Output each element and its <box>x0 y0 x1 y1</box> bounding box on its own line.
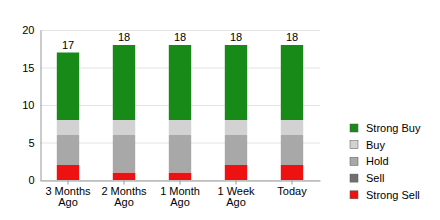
x-axis: 3 MonthsAgo 2 MonthsAgo 1 MonthAgo 1 WeekAg… <box>41 181 321 209</box>
bar-segment <box>169 173 191 181</box>
legend-label: Buy <box>366 139 385 151</box>
legend-swatch <box>350 174 358 182</box>
bar-segment <box>113 135 135 173</box>
x-tick: 3 MonthsAgo <box>45 181 91 209</box>
bar-segment <box>57 135 79 165</box>
x-tick-mark <box>68 181 69 185</box>
bar-segment <box>281 165 303 180</box>
x-tick-label: 1 MonthAgo <box>160 185 200 208</box>
y-tick: 10 <box>22 99 40 111</box>
legend-label: Sell <box>366 172 384 184</box>
bar-segment <box>225 165 247 180</box>
bar-segment <box>169 120 191 135</box>
bar-segment <box>281 135 303 165</box>
legend-item: Strong Buy <box>350 122 421 134</box>
x-tick-label: 1 WeekAgo <box>217 185 255 208</box>
y-axis-line <box>41 31 42 181</box>
total-label: 18 <box>118 31 130 43</box>
x-tick-label: 2 MonthsAgo <box>101 185 147 208</box>
series <box>57 135 303 173</box>
x-tick-mark <box>292 181 293 185</box>
y-tick-label: 0 <box>28 174 34 186</box>
y-tick-label: 20 <box>22 24 34 36</box>
y-tick: 20 <box>22 24 40 36</box>
x-tick: 1 WeekAgo <box>217 181 255 209</box>
y-tick: 0 <box>28 174 40 186</box>
y-axis: 0 5 10 15 20 <box>22 24 41 186</box>
legend-swatch <box>350 124 358 132</box>
legend-item: Buy <box>350 139 385 151</box>
x-tick-label: 3 MonthsAgo <box>45 185 91 208</box>
y-tick-label: 10 <box>22 99 34 111</box>
legend-label: Strong Sell <box>366 189 420 201</box>
x-tick: Today <box>277 181 307 198</box>
series <box>57 120 303 135</box>
x-tick: 2 MonthsAgo <box>101 181 147 209</box>
chart: 17 18 18 18 18 0 5 10 15 20 3 MonthsAgo 2 MonthsAgo… <box>0 0 440 220</box>
total-label: 18 <box>286 31 298 43</box>
x-tick: 1 MonthAgo <box>160 181 200 209</box>
y-tick: 5 <box>28 137 40 149</box>
bar-segment <box>281 120 303 135</box>
bar-segment <box>281 45 303 120</box>
legend-label: Hold <box>366 155 389 167</box>
legend-item: Strong Sell <box>350 189 420 201</box>
x-tick-mark <box>180 181 181 185</box>
bar-segment <box>225 135 247 165</box>
bar-segment <box>113 45 135 120</box>
total-label: 18 <box>230 31 242 43</box>
y-tick-label: 15 <box>22 62 34 74</box>
x-tick-mark <box>236 181 237 185</box>
legend-swatch <box>350 191 358 199</box>
series <box>57 45 303 120</box>
legend-swatch <box>350 141 358 149</box>
legend: Strong Buy Buy Hold Sell Strong Sell <box>350 122 421 201</box>
legend-item: Hold <box>350 155 389 167</box>
totals: 17 18 18 18 18 <box>62 31 298 51</box>
bar-segment <box>57 53 79 121</box>
legend-label: Strong Buy <box>366 122 421 134</box>
total-label: 17 <box>62 39 74 51</box>
total-label: 18 <box>174 31 186 43</box>
y-tick-label: 5 <box>28 137 34 149</box>
bar-segment <box>113 120 135 135</box>
legend-swatch <box>350 157 358 165</box>
bar-segment <box>169 45 191 120</box>
bars <box>57 45 303 180</box>
y-tick: 15 <box>22 62 40 74</box>
bar-segment <box>225 120 247 135</box>
grid <box>40 31 320 181</box>
bar-segment <box>169 135 191 173</box>
bar-segment <box>57 120 79 135</box>
x-tick-mark <box>124 181 125 185</box>
bar-segment <box>57 165 79 180</box>
legend-item: Sell <box>350 172 384 184</box>
x-tick-label: Today <box>277 185 307 197</box>
bar-segment <box>225 45 247 120</box>
bar-segment <box>113 173 135 181</box>
